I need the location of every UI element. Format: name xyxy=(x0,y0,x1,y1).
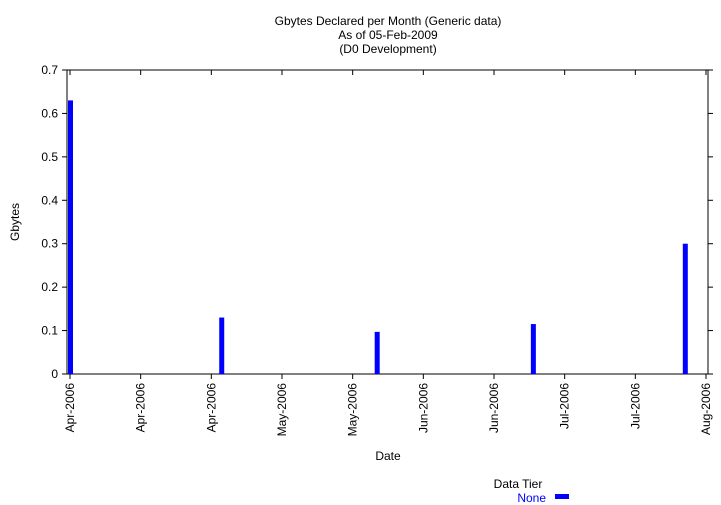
x-tick-label: Jun-2006 xyxy=(487,383,501,433)
legend-title: Data Tier xyxy=(494,477,543,491)
chart-title: Gbytes Declared per Month (Generic data)… xyxy=(275,14,502,56)
y-tick-label: 0.5 xyxy=(41,150,58,164)
y-tick-label: 0.4 xyxy=(41,193,58,207)
legend: Data Tier None xyxy=(494,477,569,505)
y-axis: 0 0.1 0.2 0.3 0.4 0.5 0.6 0.7 xyxy=(41,63,713,381)
y-tick-label: 0.3 xyxy=(41,237,58,251)
x-tick-label: May-2006 xyxy=(346,383,360,437)
bar xyxy=(68,100,73,375)
y-tick-label: 0 xyxy=(51,367,58,381)
title-line-3: (D0 Development) xyxy=(339,42,436,56)
x-tick-label: May-2006 xyxy=(275,383,289,437)
bar xyxy=(530,324,536,374)
x-tick-label: Apr-2006 xyxy=(204,383,218,433)
bar-series xyxy=(68,100,688,375)
title-line-2: As of 05-Feb-2009 xyxy=(338,28,438,42)
x-tick-label: Jun-2006 xyxy=(416,383,430,433)
bar xyxy=(219,317,225,374)
y-tick-label: 0.6 xyxy=(41,106,58,120)
y-tick-label: 0.7 xyxy=(41,63,58,77)
bar xyxy=(374,331,380,374)
x-tick-label: Aug-2006 xyxy=(699,383,713,435)
x-axis-label: Date xyxy=(375,449,401,463)
legend-swatch xyxy=(555,494,569,499)
plot-frame xyxy=(66,69,709,375)
x-axis: Apr-2006 Apr-2006 Apr-2006 May-2006 May-2006… xyxy=(63,70,713,436)
title-line-1: Gbytes Declared per Month (Generic data) xyxy=(275,14,502,28)
bar xyxy=(682,243,688,374)
y-tick-label: 0.1 xyxy=(41,324,58,338)
x-tick-label: Apr-2006 xyxy=(63,383,77,433)
y-axis-label: Gbytes xyxy=(8,203,22,241)
x-tick-label: Jul-2006 xyxy=(628,383,642,429)
x-tick-label: Apr-2006 xyxy=(134,383,148,433)
legend-entry-label: None xyxy=(517,491,546,505)
y-tick-label: 0.2 xyxy=(41,280,58,294)
x-tick-label: Jul-2006 xyxy=(558,383,572,429)
